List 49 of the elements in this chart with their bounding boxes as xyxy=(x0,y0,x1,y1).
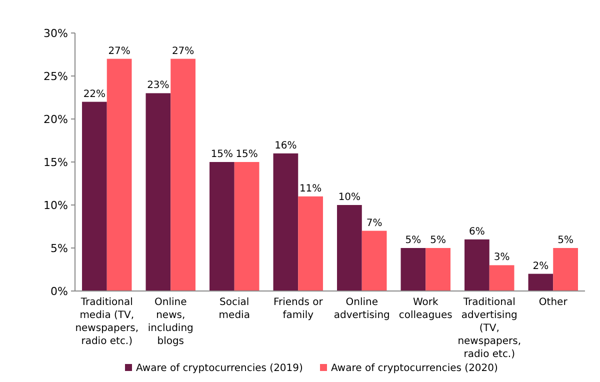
y-tick-label: 25% xyxy=(44,70,68,83)
x-tick-label: Traditional advertising (TV, newspapers, radio etc.) xyxy=(458,297,522,360)
data-label: 22% xyxy=(83,88,106,100)
bar xyxy=(464,239,490,291)
y-tick-label: 15% xyxy=(44,156,68,169)
data-label: 11% xyxy=(299,183,322,194)
bar xyxy=(273,153,298,291)
y-tick-label: 5% xyxy=(50,242,68,255)
bar xyxy=(362,230,387,291)
bar xyxy=(170,58,196,291)
bar xyxy=(553,248,578,291)
data-label: 5% xyxy=(558,235,574,246)
data-label: 27% xyxy=(108,46,130,57)
x-tick-label: Other xyxy=(538,297,568,308)
bar xyxy=(82,102,107,291)
y-tick-label: 20% xyxy=(44,112,68,126)
x-tick-label: Online news, including blogs xyxy=(148,297,194,347)
legend-label: Aware of cryptocurrencies (2020) xyxy=(331,363,498,374)
data-label: 5% xyxy=(430,235,446,246)
data-label: 15% xyxy=(236,149,258,160)
bar xyxy=(298,196,323,291)
legend-label: Aware of cryptocurrencies (2019) xyxy=(136,363,304,374)
data-label: 3% xyxy=(494,252,510,264)
data-label: 10% xyxy=(338,192,361,203)
data-label: 6% xyxy=(469,226,485,238)
bar xyxy=(210,162,234,291)
x-tick-label: Friends or family xyxy=(273,297,324,321)
bar xyxy=(146,93,171,291)
x-tick-label: Online advertising xyxy=(334,297,390,321)
bar xyxy=(106,58,132,291)
data-label: 15% xyxy=(210,149,234,160)
data-label: 2% xyxy=(532,260,549,272)
y-tick-label: 0% xyxy=(50,284,68,298)
bar xyxy=(528,274,554,291)
data-label: 16% xyxy=(274,140,297,152)
bar xyxy=(337,205,362,291)
y-tick-label: 10% xyxy=(44,198,68,212)
x-tick-label: Social media xyxy=(218,297,250,321)
x-tick-label: Traditional media (TV, newspapers, radio etc.) xyxy=(75,297,139,347)
y-tick-label: 30% xyxy=(44,26,68,40)
data-label: 7% xyxy=(366,218,382,229)
data-label: 5% xyxy=(405,235,422,246)
bar xyxy=(234,162,260,291)
bar xyxy=(426,248,450,291)
data-label: 23% xyxy=(147,80,170,92)
bar xyxy=(489,265,514,291)
bar xyxy=(400,248,426,291)
data-label: 27% xyxy=(172,46,194,57)
x-tick-label: Work colleagues xyxy=(398,297,452,321)
